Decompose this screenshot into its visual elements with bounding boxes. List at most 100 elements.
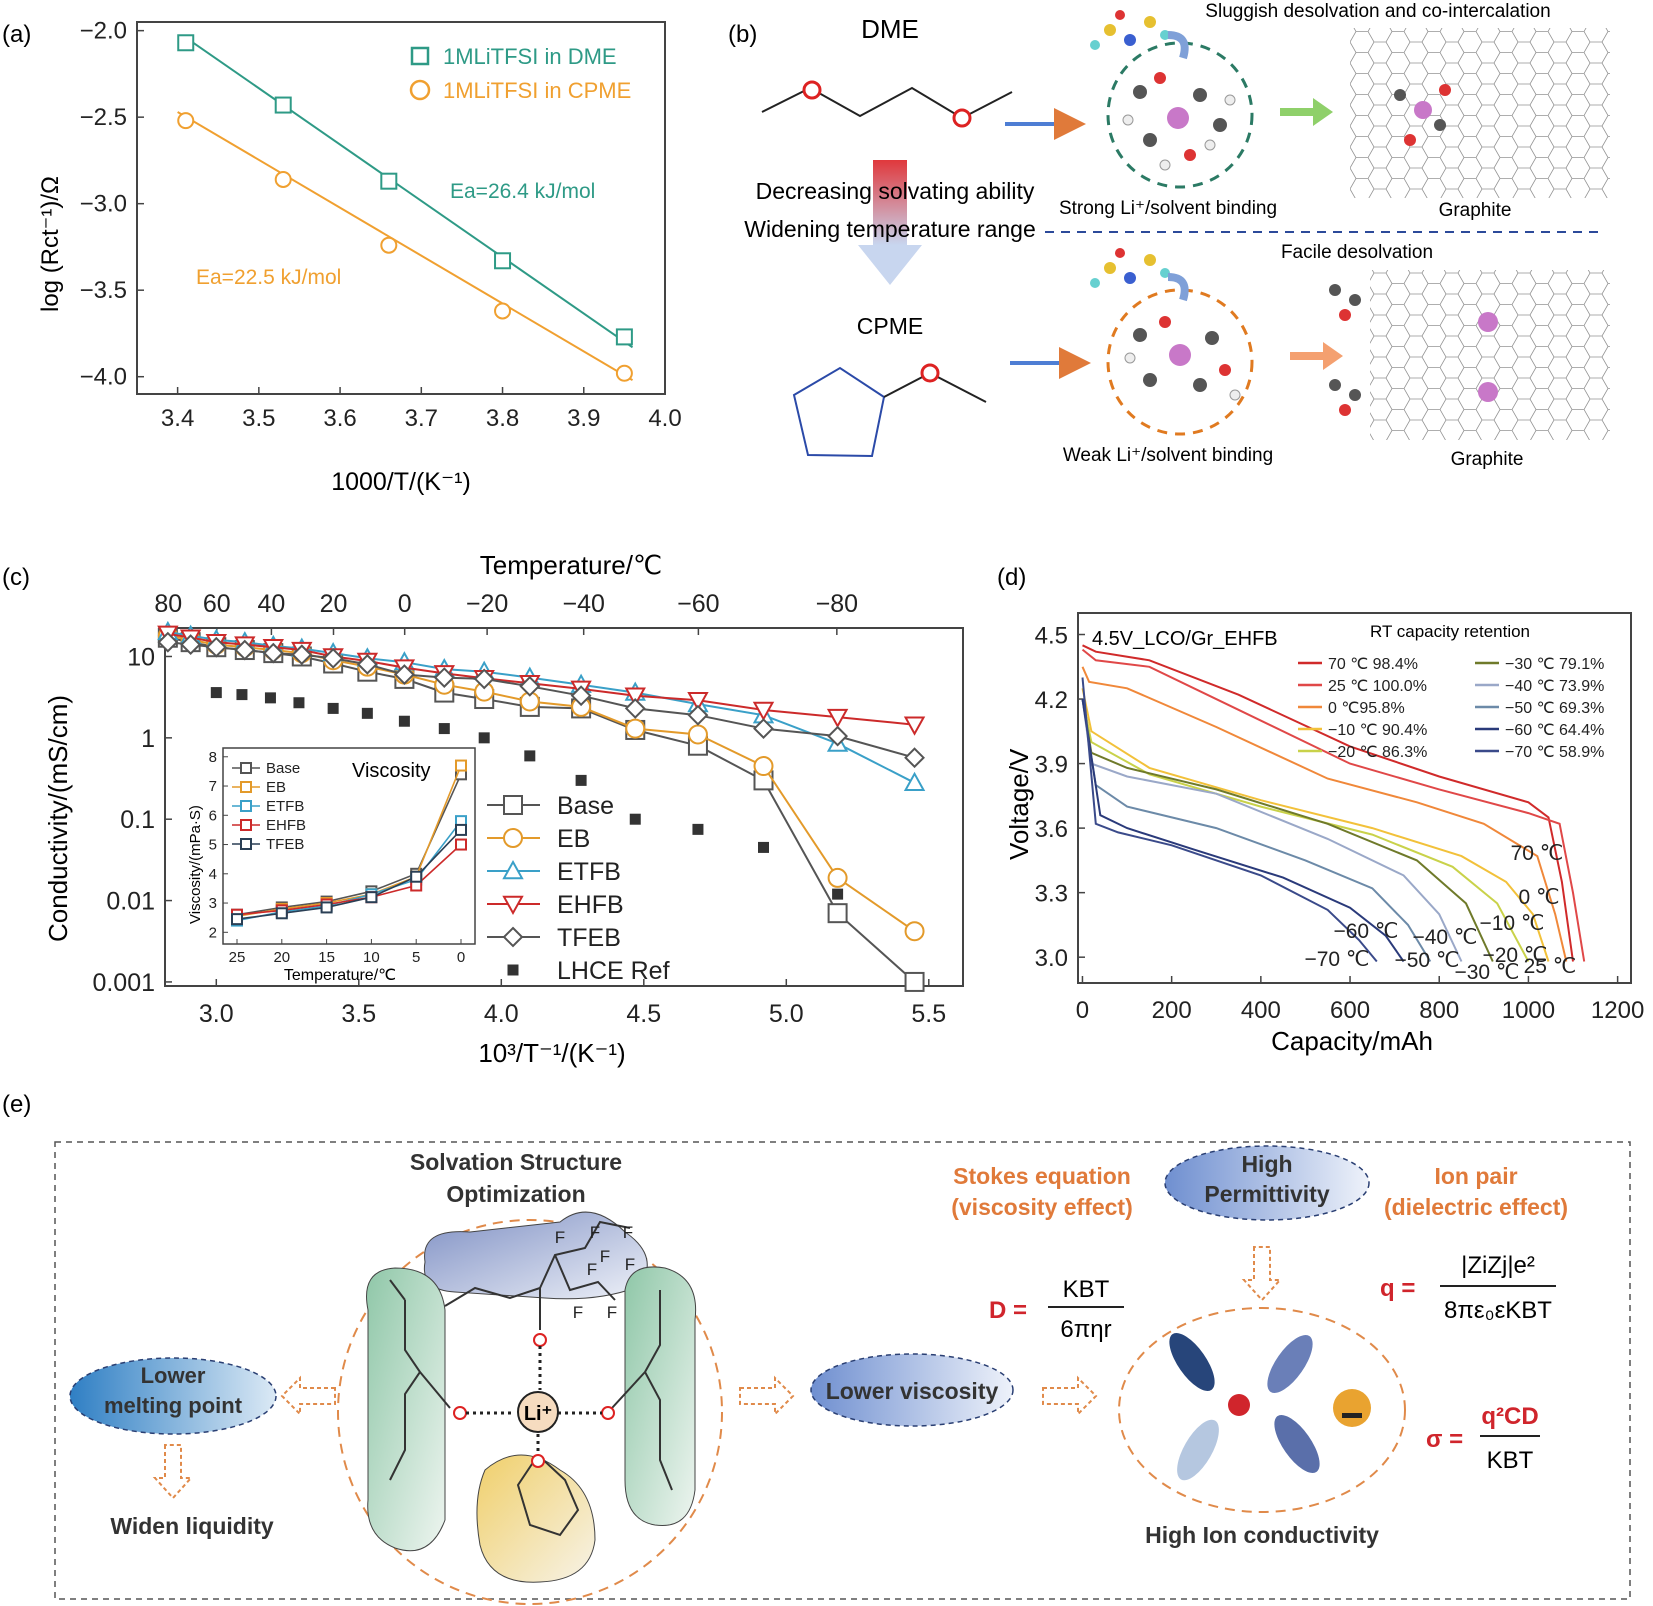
fluorine-label: F xyxy=(573,1303,583,1322)
solvent-ellipse-3 xyxy=(1177,1419,1219,1481)
c-point xyxy=(687,692,709,712)
weak-solvation-sheath xyxy=(1106,288,1254,436)
d-series-line xyxy=(1082,644,1574,962)
inset-point xyxy=(455,759,467,772)
cation-dot xyxy=(1228,1394,1250,1416)
a-fit-line xyxy=(185,36,634,349)
o-top xyxy=(533,1333,547,1347)
solvent-ellipse-4 xyxy=(1274,1415,1320,1473)
a-xtick-label: 3.8 xyxy=(486,405,519,432)
d-series-line xyxy=(1081,688,1550,962)
panel-a-xlabel: 1000/T/(K⁻¹) xyxy=(331,468,471,496)
c-point xyxy=(903,716,926,736)
graphite-1-label: Graphite xyxy=(1439,200,1512,221)
graphite-1 xyxy=(1350,28,1610,198)
graphite-2-label: Graphite xyxy=(1451,449,1524,470)
a-point xyxy=(615,364,633,382)
panel-label-a: (a) xyxy=(2,21,31,48)
d-ytick-label: 3.9 xyxy=(1035,752,1068,779)
inset-point xyxy=(231,913,243,926)
c-point xyxy=(157,631,179,653)
inset-ytick-label: 6 xyxy=(209,807,217,824)
d-curve-label: −40 ℃ xyxy=(1412,926,1477,949)
d-legend-label: −60 ℃ 64.4% xyxy=(1505,722,1604,739)
c-toptick-label: 80 xyxy=(154,590,182,618)
c-toptick-label: 40 xyxy=(258,590,286,618)
c-point xyxy=(524,750,536,762)
inset-legend-marker xyxy=(240,762,252,774)
inset-ytick-label: 4 xyxy=(209,866,217,883)
panel-c-series xyxy=(157,620,926,992)
ionpair-text-1: Ion pair xyxy=(1434,1163,1517,1189)
c-xtick-label: 3.0 xyxy=(199,1000,234,1028)
inset-legend: Base EB ETFB EHFB TFEB xyxy=(232,760,306,853)
c-point xyxy=(827,725,849,747)
stokes-text-2: (viscosity effect) xyxy=(951,1194,1133,1220)
dme-oxygen-1 xyxy=(802,80,822,100)
c-point xyxy=(234,639,256,661)
d-curve-label: −70 ℃ xyxy=(1304,948,1369,971)
c-point xyxy=(478,732,490,744)
c-xtick-label: 5.5 xyxy=(911,1000,946,1028)
c-point xyxy=(692,823,704,835)
c-xtick-label: 4.5 xyxy=(626,1000,661,1028)
a-point xyxy=(177,34,195,52)
o-right xyxy=(601,1406,615,1420)
cpme-ring xyxy=(792,366,886,458)
d-ytick-label: 3.0 xyxy=(1035,945,1068,972)
d-ytick-label: 3.6 xyxy=(1035,816,1068,843)
gradient-arrow-shaft xyxy=(873,160,907,245)
retention-title: RT capacity retention xyxy=(1370,622,1530,641)
anion-minus xyxy=(1342,1413,1362,1418)
weak-binding-caption: Weak Li⁺/solvent binding xyxy=(1063,445,1273,466)
c-point xyxy=(752,701,775,722)
c-point xyxy=(356,653,378,675)
strong-solvation-sheath xyxy=(1106,41,1254,189)
a-point xyxy=(494,302,512,320)
solvation-title-2: Optimization xyxy=(446,1181,585,1207)
c-toptick-label: 20 xyxy=(320,590,348,618)
legend-a-dme-marker xyxy=(410,46,430,66)
li-label: Li⁺ xyxy=(524,1403,552,1425)
eq-sigma-numerator: q²CD xyxy=(1481,1403,1538,1430)
lower-viscosity-text: Lower viscosity xyxy=(826,1378,999,1404)
panel-e-frame xyxy=(54,1141,1631,1600)
d-xtick-label: 800 xyxy=(1419,997,1459,1024)
free-cpme-molecules xyxy=(1329,284,1361,416)
c-point xyxy=(904,921,925,942)
eq-q-numerator: |ZiZj|e² xyxy=(1461,1252,1535,1279)
c-xtick-label: 3.5 xyxy=(341,1000,376,1028)
legend-a-cpme: 1MLiTFSI in CPME xyxy=(443,78,631,103)
eq-sigma-denominator: KBT xyxy=(1487,1447,1534,1474)
inset-ytick-label: 5 xyxy=(209,837,217,854)
cpme-label: CPME xyxy=(857,313,923,339)
legend-a-cpme-marker xyxy=(409,79,431,101)
c-legend-marker xyxy=(503,828,523,848)
d-curve-label: −50 ℃ xyxy=(1394,949,1459,972)
c-point xyxy=(625,718,646,739)
inset-point xyxy=(410,870,423,883)
panel-label-b: (b) xyxy=(728,21,757,48)
c-point xyxy=(826,708,849,729)
c-point xyxy=(361,707,373,719)
c-legend-marker xyxy=(503,795,523,815)
inset-point xyxy=(365,891,378,904)
solvent-ellipse-2 xyxy=(1267,1335,1313,1393)
panel-label-c: (c) xyxy=(2,564,30,591)
dme-molecule xyxy=(761,86,1013,120)
c-point xyxy=(904,747,925,769)
d-xtick-label: 1000 xyxy=(1502,997,1555,1024)
d-xtick-label: 0 xyxy=(1076,997,1089,1024)
lower-mp-text-1: Lower xyxy=(141,1363,206,1388)
c-legend-label: EB xyxy=(557,825,590,853)
green-arrow xyxy=(1280,98,1333,126)
c-legend-marker xyxy=(507,964,519,976)
c-point xyxy=(687,704,709,726)
inset-series-line xyxy=(236,765,462,917)
arrow-permittivity-down xyxy=(1241,1246,1283,1302)
inset-ytick-label: 2 xyxy=(209,924,217,941)
c-point xyxy=(827,903,848,924)
a-point xyxy=(380,172,398,190)
panel-d-title: 4.5V_LCO/Gr_EHFB xyxy=(1092,628,1278,650)
c-point xyxy=(624,697,646,719)
